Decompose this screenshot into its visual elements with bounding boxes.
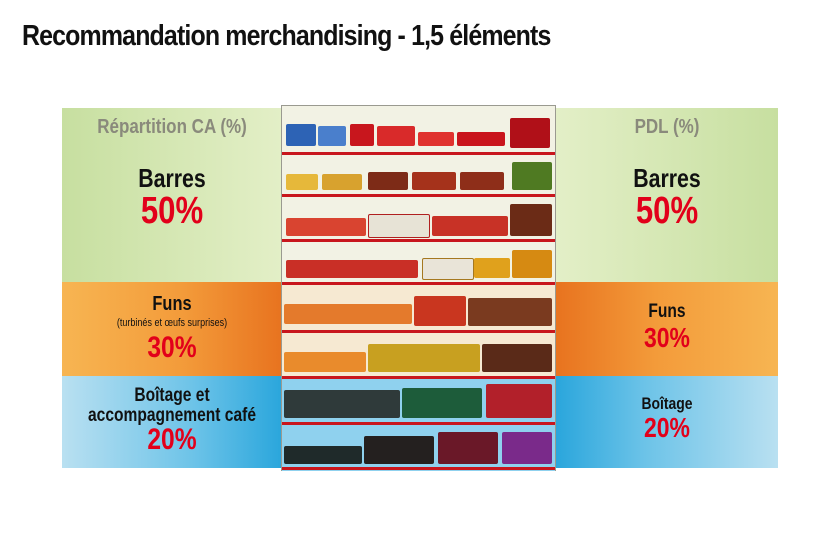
product-pack: [460, 172, 504, 190]
product-pack: [414, 296, 466, 326]
product-pack: [284, 304, 412, 324]
left-zone-boitage: [62, 376, 282, 468]
page-title: Recommandation merchandising - 1,5 éléme…: [22, 20, 551, 52]
product-pack: [482, 344, 552, 372]
shelf: [282, 422, 555, 425]
shelf: [282, 152, 555, 155]
product-pack: [512, 250, 552, 278]
left-barres-label: Barres: [138, 163, 206, 193]
right-zone-funs: [556, 282, 778, 376]
right-zone-barres: [556, 108, 778, 282]
product-pack: [418, 132, 454, 146]
product-pack: [368, 344, 480, 372]
left-zone-barres: [62, 108, 282, 282]
shelf: [282, 239, 555, 242]
product-pack: [502, 432, 552, 464]
product-pack: [322, 174, 362, 190]
right-boitage-pct: 20%: [644, 412, 690, 443]
product-pack: [412, 172, 456, 190]
right-barres-pct: 50%: [635, 190, 699, 232]
right-funs-pct: 30%: [644, 322, 690, 353]
product-pack: [512, 162, 552, 190]
product-pack: [286, 260, 418, 278]
product-pack: [284, 390, 400, 418]
shelf: [282, 330, 555, 333]
left-boitage-line2: accompagnement café: [88, 405, 256, 426]
shelf: [282, 376, 555, 379]
product-pack: [284, 352, 366, 372]
product-pack: [286, 124, 316, 146]
right-funs-label: Funs: [648, 301, 686, 322]
left-barres-pct: 50%: [140, 190, 204, 232]
product-pack: [318, 126, 346, 146]
left-boitage-line1: Boîtage et: [134, 385, 210, 406]
product-pack: [474, 258, 510, 278]
right-boitage-label: Boîtage: [641, 394, 693, 413]
product-pack: [510, 204, 552, 236]
left-boitage-pct: 20%: [147, 423, 197, 456]
product-pack: [457, 132, 505, 146]
right-column-header: PDL (%): [634, 116, 700, 138]
right-barres-label: Barres: [633, 163, 701, 193]
left-funs-sub: (turbinés et œufs surprises): [116, 317, 228, 329]
product-pack: [368, 172, 408, 190]
left-zone-funs: [62, 282, 282, 376]
shelf: [282, 194, 555, 197]
product-pack: [438, 432, 498, 464]
product-pack: [377, 126, 415, 146]
product-pack: [468, 298, 552, 326]
product-pack: [284, 446, 362, 464]
left-funs-label: Funs: [152, 293, 192, 315]
product-pack: [510, 118, 550, 148]
product-pack: [486, 384, 552, 418]
product-pack: [364, 436, 434, 464]
shelf-unit-illustration: [281, 105, 556, 471]
product-pack: [286, 174, 318, 190]
product-pack: [432, 216, 508, 236]
product-pack: [422, 258, 474, 280]
left-column-header: Répartition CA (%): [97, 116, 247, 138]
product-pack: [368, 214, 430, 238]
shelf: [282, 467, 555, 470]
product-pack: [402, 388, 482, 418]
left-funs-pct: 30%: [147, 331, 197, 364]
product-pack: [286, 218, 366, 236]
product-pack: [350, 124, 374, 146]
shelf: [282, 282, 555, 285]
right-zone-boitage: [556, 376, 778, 468]
